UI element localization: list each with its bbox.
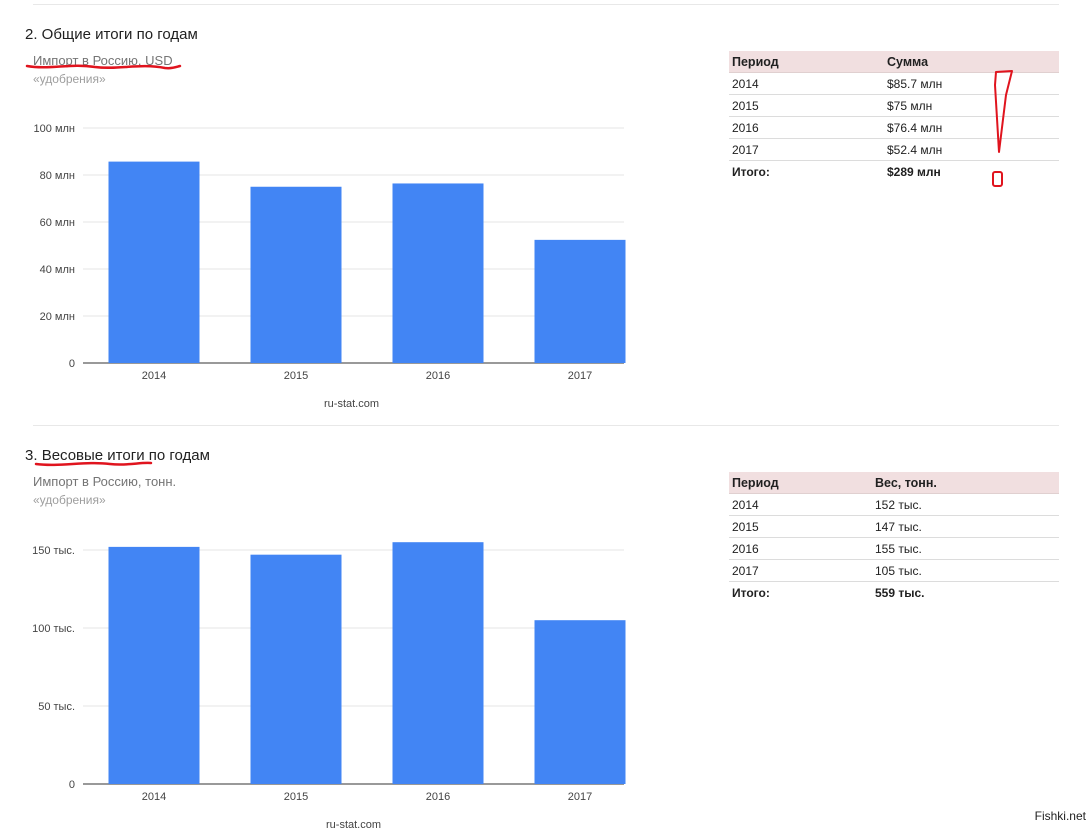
x-tick-label: 2017 [568, 791, 592, 803]
watermark-text: Fishki.net [1034, 809, 1086, 823]
x-tick-label: 2014 [142, 370, 166, 382]
period-cell: 2015 [729, 515, 872, 538]
header-period: Период [729, 472, 872, 494]
top-divider [33, 4, 1059, 5]
section-title-highlight: Весовые итоги [41, 447, 145, 464]
y-tick-label: 150 тыс. [32, 545, 75, 557]
import-weight-bar-chart: 0 50 тыс. 100 тыс. 150 тыс. 2014 2015 2016 2017 [32, 542, 626, 803]
value-cell: $75 млн [884, 94, 1059, 117]
value-cell: 147 тыс. [872, 515, 1059, 538]
table-row: 2014 $85.7 млн [729, 72, 1059, 95]
section-title-totals: 2. Общие итоги по годам [25, 26, 198, 43]
bar-2017 [534, 620, 626, 784]
value-cell: $52.4 млн [884, 138, 1059, 161]
value-cell: $85.7 млн [884, 72, 1059, 95]
bar-2016 [392, 542, 484, 784]
bar-2017 [534, 239, 626, 363]
table-row: 2016 155 тыс. [729, 537, 1059, 560]
period-cell: 2014 [729, 493, 872, 516]
value-cell: 152 тыс. [872, 493, 1059, 516]
total-value: $289 млн [887, 164, 941, 179]
table-row: 2014 152 тыс. [729, 493, 1059, 516]
bar-2014 [108, 161, 200, 363]
bar-2015 [250, 186, 342, 363]
bar-2014 [108, 546, 200, 784]
table-header-row: Период Сумма [729, 51, 1059, 73]
table-total-row: Итого: $289 млн [729, 161, 1059, 183]
section-title-rest: по годам [144, 447, 210, 464]
period-cell: 2016 [729, 116, 884, 139]
y-tick-label: 100 тыс. [32, 623, 75, 635]
x-tick-label: 2015 [284, 370, 308, 382]
x-tick-label: 2015 [284, 791, 308, 803]
value-cell: $76.4 млн [884, 116, 1059, 139]
total-label: Итого: [732, 164, 770, 179]
import-usd-bar-chart: 0 20 млн 40 млн 60 млн 80 млн 100 млн 2014 2015… [34, 123, 626, 382]
table-header-row: Период Вес, тонн. [729, 472, 1059, 494]
bar-2015 [250, 554, 342, 784]
total-label: Итого: [732, 585, 770, 600]
x-tick-label: 2016 [426, 791, 450, 803]
chart-credit-link[interactable]: ru-stat.com [324, 398, 380, 410]
y-tick-label: 60 млн [40, 217, 75, 229]
table-row: 2017 105 тыс. [729, 559, 1059, 582]
header-period: Период [729, 51, 884, 73]
x-tick-label: 2016 [426, 370, 450, 382]
chart-caption-fertilizers: «удобрения» [33, 493, 106, 507]
table-total-row: Итого: 559 тыс. [729, 582, 1059, 604]
weight-summary-table: Период Вес, тонн. 2014 152 тыс. 2015 147 т… [729, 472, 1059, 603]
section-title-weight: 3. Весовые итоги по годам [25, 447, 210, 464]
x-tick-label: 2014 [142, 791, 166, 803]
chart-credit-link[interactable]: ru-stat.com [326, 819, 382, 831]
period-cell: 2015 [729, 94, 884, 117]
x-tick-label: 2017 [568, 370, 592, 382]
chart-subtitle-usd: Импорт в Россию, USD [33, 53, 173, 68]
y-tick-label: 20 млн [40, 311, 75, 323]
y-tick-label: 80 млн [40, 170, 75, 182]
y-tick-label: 50 тыс. [38, 701, 75, 713]
period-cell: 2017 [729, 559, 872, 582]
table-row: 2015 147 тыс. [729, 515, 1059, 538]
period-cell: 2014 [729, 72, 884, 95]
section-divider [33, 425, 1059, 426]
period-cell: 2017 [729, 138, 884, 161]
total-value: 559 тыс. [875, 585, 925, 600]
header-sum: Сумма [884, 51, 1059, 73]
table-row: 2015 $75 млн [729, 94, 1059, 117]
y-tick-label: 0 [69, 358, 75, 370]
value-cell: 105 тыс. [872, 559, 1059, 582]
value-cell: 155 тыс. [872, 537, 1059, 560]
chart-subtitle-tons: Импорт в Россию, тонн. [33, 474, 177, 489]
y-tick-label: 100 млн [34, 123, 75, 135]
header-weight: Вес, тонн. [872, 472, 1059, 494]
bar-2016 [392, 183, 484, 363]
table-row: 2017 $52.4 млн [729, 138, 1059, 161]
usd-summary-table: Период Сумма 2014 $85.7 млн 2015 $75 млн 2… [729, 51, 1059, 182]
period-cell: 2016 [729, 537, 872, 560]
section-number: 3. [25, 447, 42, 464]
chart-caption-fertilizers: «удобрения» [33, 72, 106, 86]
y-tick-label: 0 [69, 779, 75, 791]
table-row: 2016 $76.4 млн [729, 116, 1059, 139]
y-tick-label: 40 млн [40, 264, 75, 276]
